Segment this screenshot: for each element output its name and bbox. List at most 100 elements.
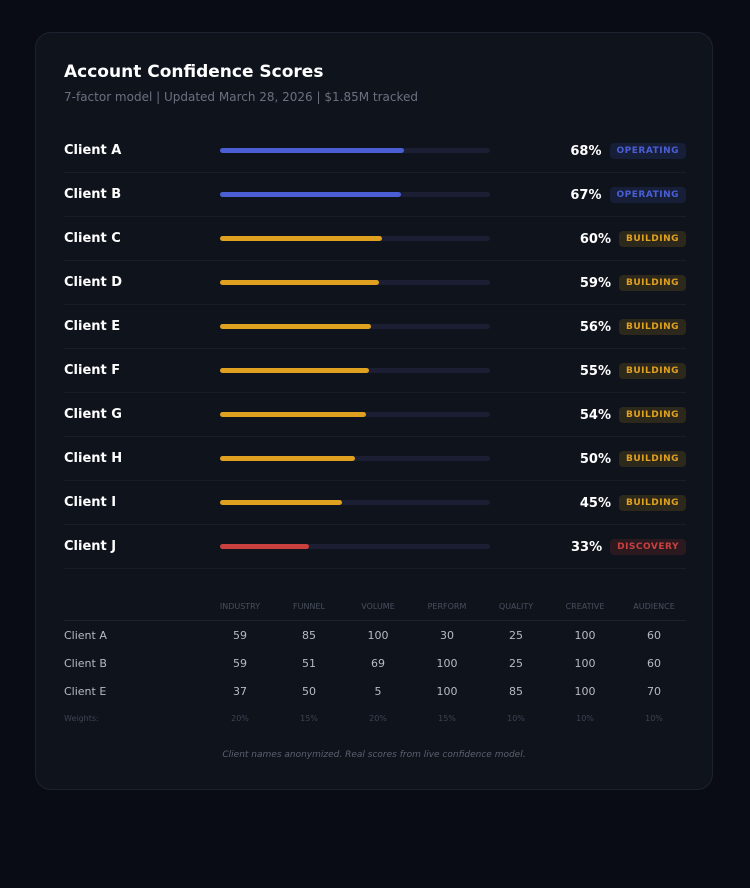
value-label: 45% (579, 495, 611, 511)
row-label: Client A (64, 629, 107, 642)
cell: 69 (371, 657, 385, 670)
weight: 10% (645, 714, 663, 723)
bar (220, 456, 355, 461)
category-label: Client B (64, 187, 122, 202)
row-meta: 54% BUILDING (580, 393, 686, 437)
bar-track (220, 324, 490, 329)
weight: 15% (300, 714, 318, 723)
bar (220, 148, 404, 153)
category-label: Client G (64, 407, 122, 422)
value-label: 54% (579, 407, 611, 423)
cell: 59 (233, 629, 247, 642)
value-label: 59% (579, 275, 611, 291)
cell: 100 (367, 629, 389, 642)
column-header: FUNNEL (293, 602, 325, 611)
bar-row: Client F 55% BUILDING (64, 349, 686, 393)
status-badge: OPERATING (609, 143, 686, 159)
footnote: Client names anonymized. Real scores fro… (222, 750, 526, 760)
weight: 20% (231, 714, 249, 723)
row-meta: 56% BUILDING (580, 305, 686, 349)
status-badge: BUILDING (619, 363, 686, 379)
bar-track (220, 148, 490, 153)
bar-track (220, 368, 490, 373)
bar-row: Client B 67% OPERATING (64, 173, 686, 217)
value-label: 60% (579, 231, 611, 247)
value-label: 56% (579, 319, 611, 335)
status-badge: BUILDING (619, 231, 686, 247)
column-header: AUDIENCE (633, 602, 675, 611)
bar-row: Client H 50% BUILDING (64, 437, 686, 481)
column-header: QUALITY (498, 602, 534, 611)
cell: 50 (302, 685, 316, 698)
cell: 100 (574, 685, 596, 698)
cell: 85 (302, 629, 316, 642)
status-badge: BUILDING (619, 319, 686, 335)
value-label: 55% (579, 363, 611, 379)
weights-label: Weights: (64, 714, 99, 723)
cell: 59 (233, 657, 247, 670)
bar (220, 368, 369, 373)
cell: 60 (647, 657, 661, 670)
status-badge: OPERATING (609, 187, 686, 203)
bar (220, 280, 380, 285)
bar-track (220, 456, 490, 461)
category-label: Client H (64, 451, 123, 466)
bar-row: Client A 68% OPERATING (64, 129, 686, 173)
bar-row: Client D 59% BUILDING (64, 261, 686, 305)
bar-track (220, 544, 490, 549)
bar-row: Client C 60% BUILDING (64, 217, 686, 261)
bar (220, 412, 366, 417)
bar-row: Client E 56% BUILDING (64, 305, 686, 349)
bar-row: Client I 45% BUILDING (64, 481, 686, 525)
category-label: Client E (64, 319, 121, 334)
title: Account Confidence Scores (64, 62, 324, 82)
cell: 51 (302, 657, 316, 670)
cell: 70 (647, 685, 661, 698)
category-label: Client C (64, 231, 121, 246)
column-header: PERFORM (427, 602, 467, 611)
row-meta: 50% BUILDING (580, 437, 686, 481)
weight: 10% (507, 714, 525, 723)
row-label: Client E (64, 685, 107, 698)
weight: 10% (576, 714, 594, 723)
bar (220, 500, 342, 505)
row-meta: 55% BUILDING (580, 349, 686, 393)
cell: 30 (440, 629, 454, 642)
row-meta: 68% OPERATING (570, 129, 686, 173)
cell: 100 (436, 657, 458, 670)
cell: 25 (509, 657, 523, 670)
value-label: 50% (579, 451, 611, 467)
row-meta: 67% OPERATING (570, 173, 686, 217)
cell: 100 (574, 629, 596, 642)
row-meta: 45% BUILDING (580, 481, 686, 525)
category-label: Client I (64, 495, 117, 510)
column-header: VOLUME (361, 602, 395, 611)
row-meta: 60% BUILDING (580, 217, 686, 261)
card (35, 32, 713, 790)
cell: 25 (509, 629, 523, 642)
category-label: Client D (64, 275, 123, 290)
bar-track (220, 236, 490, 241)
bar-row: Client J 33% DISCOVERY (64, 525, 686, 569)
row-meta: 33% DISCOVERY (571, 525, 686, 569)
status-badge: BUILDING (619, 495, 686, 511)
weight: 15% (438, 714, 456, 723)
status-badge: BUILDING (619, 275, 686, 291)
cell: 5 (374, 685, 382, 698)
cell: 100 (436, 685, 458, 698)
row-label: Client B (64, 657, 107, 670)
bar (220, 192, 401, 197)
bar (220, 236, 382, 241)
category-label: Client A (64, 143, 122, 158)
row-meta: 59% BUILDING (580, 261, 686, 305)
status-badge: DISCOVERY (610, 539, 686, 555)
cell: 37 (233, 685, 247, 698)
value-label: 68% (570, 143, 602, 159)
category-label: Client J (64, 539, 117, 554)
bar-track (220, 412, 490, 417)
column-header: CREATIVE (565, 602, 605, 611)
weight: 20% (369, 714, 387, 723)
value-label: 67% (570, 187, 602, 203)
cell: 100 (574, 657, 596, 670)
